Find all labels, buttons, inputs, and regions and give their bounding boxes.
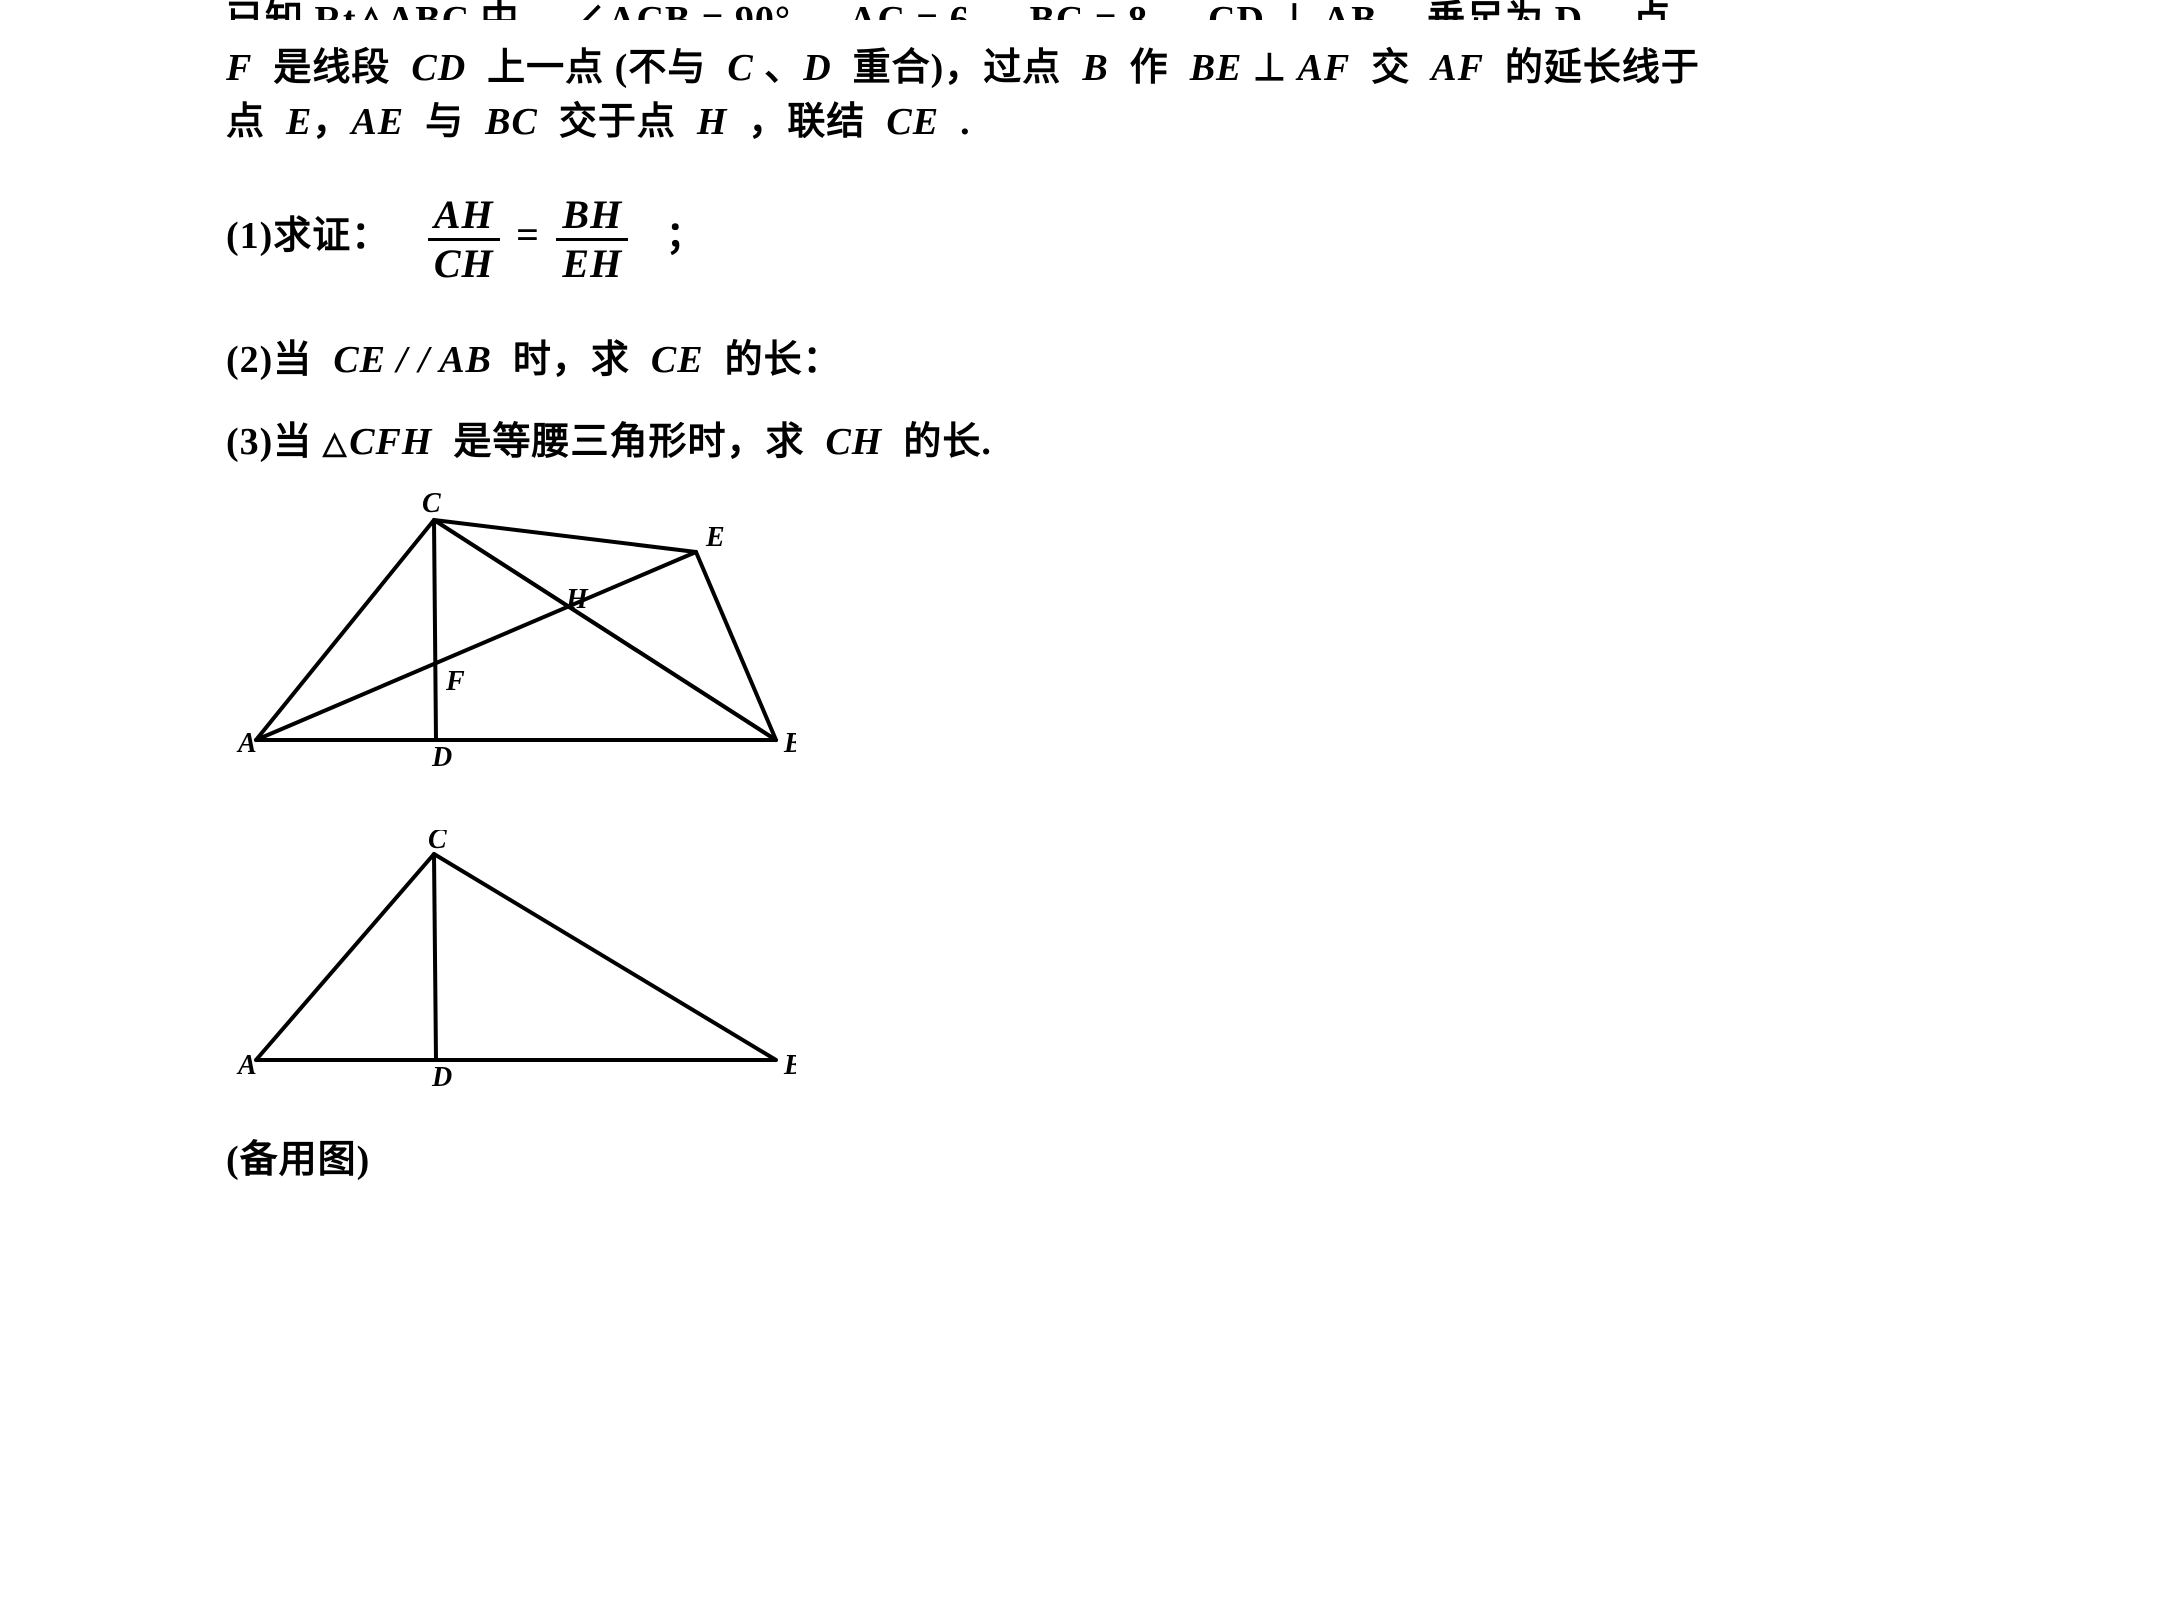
svg-text:B: B <box>783 1050 796 1081</box>
text-q2: (2)当 CE / / AB 时，求 CE 的长： <box>226 328 842 383</box>
seg: F 是线段 CD 上一点 (不与 C 、D 重合)，过点 B 作 BE ⊥ AF… <box>226 47 1700 89</box>
figure-2-svg: A B C D <box>236 830 796 1090</box>
q3a: (3)当 <box>226 421 323 463</box>
text-line-f: F 是线段 CD 上一点 (不与 C 、D 重合)，过点 B 作 BE ⊥ AF… <box>226 36 1700 91</box>
text-span: 已知 Rt△ABC 中， ∠ACB = 90° ， AC = 6 ， BC = … <box>226 0 1672 20</box>
frac1-num: AH <box>428 194 500 236</box>
frac2-den: EH <box>556 243 628 285</box>
text-spare: (备用图) <box>226 1128 370 1183</box>
text-top-cut: 已知 Rt△ABC 中， ∠ACB = 90° ， AC = 6 ， BC = … <box>226 0 1672 20</box>
svg-text:E: E <box>705 522 725 553</box>
frac1-den: CH <box>428 243 500 285</box>
q1-prefix: (1)求证： <box>226 215 390 257</box>
cfh: CFH <box>349 421 432 463</box>
svg-text:D: D <box>431 742 452 770</box>
svg-text:A: A <box>236 728 257 759</box>
svg-text:H: H <box>565 584 589 615</box>
figure-1-svg: A B C D F H E <box>236 490 796 770</box>
svg-text:A: A <box>236 1050 257 1081</box>
svg-text:B: B <box>783 728 796 759</box>
fraction-2: BH EH <box>556 194 628 285</box>
seg: (2)当 CE / / AB 时，求 CE 的长： <box>226 339 842 381</box>
svg-text:D: D <box>431 1062 452 1090</box>
frac2-num: BH <box>556 194 628 236</box>
semicolon: ； <box>666 215 705 257</box>
svg-text:C: C <box>428 830 447 855</box>
text-q1: (1)求证： AH CH = BH EH ； <box>226 194 705 285</box>
text-line-e: 点 E，AE 与 BC 交于点 H ，联结 CE . <box>226 90 971 145</box>
figure-1: A B C D F H E <box>236 490 796 770</box>
fraction-1: AH CH <box>428 194 500 285</box>
seg: 点 E，AE 与 BC 交于点 H ，联结 CE . <box>226 101 971 143</box>
figure-2: A B C D <box>236 830 796 1090</box>
svg-text:F: F <box>445 666 465 697</box>
spare-span: (备用图) <box>226 1139 370 1181</box>
svg-text:C: C <box>422 490 441 519</box>
equals: = <box>516 212 540 257</box>
page-root: 已知 Rt△ABC 中， ∠ACB = 90° ， AC = 6 ， BC = … <box>0 0 2160 1620</box>
triangle-icon: △ <box>323 426 347 461</box>
text-q3: (3)当 △CFH 是等腰三角形时，求 CH 的长. <box>226 410 992 465</box>
